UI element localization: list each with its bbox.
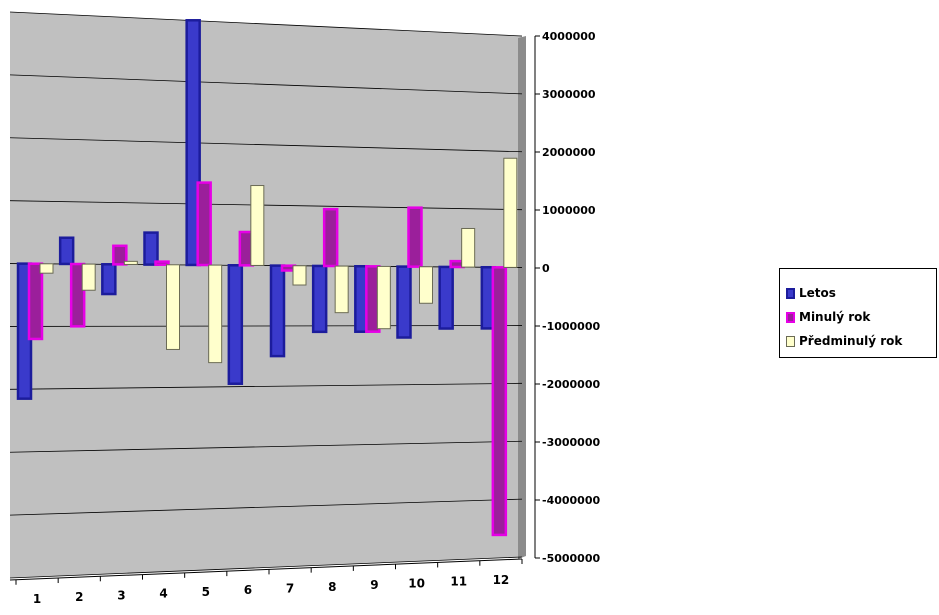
y-tick-label: 3000000: [542, 88, 596, 101]
gridline: [9, 382, 523, 390]
bar-predminuly-rok-6: [250, 185, 265, 266]
bars: [16, 19, 518, 537]
gridline: [9, 325, 523, 327]
legend-label-letos: Letos: [799, 286, 836, 300]
y-tick-label: 1000000: [542, 204, 596, 217]
x-axis-line: [9, 558, 523, 581]
bar-letos-10: [396, 265, 412, 339]
gridlines: [9, 11, 523, 579]
legend-swatch-minuly-rok: [786, 311, 795, 323]
x-tick-label: 3: [117, 588, 125, 602]
bar-predminuly-rok-12: [503, 157, 518, 268]
x-tick-label: 5: [202, 585, 210, 599]
legend-label-minuly-rok: Minulý rok: [799, 310, 871, 324]
gridline: [9, 137, 523, 153]
bar-letos-2: [58, 236, 75, 266]
legend-swatch-letos: [786, 287, 795, 299]
y-tick-label: 0: [542, 262, 550, 275]
bar-predminuly-rok-1: [39, 263, 54, 274]
bar-minuly-rok-3: [112, 244, 128, 266]
gridline: [9, 440, 523, 453]
bar-predminuly-rok-5: [208, 264, 223, 364]
x-tick-label: 7: [286, 582, 294, 596]
x-tick-label: 11: [450, 575, 467, 589]
x-tick-label: 2: [75, 590, 83, 604]
legend-swatch-predminuly-rok: [786, 335, 795, 347]
x-tick-label: 8: [328, 580, 336, 594]
bar-minuly-rok-1: [27, 262, 44, 341]
bar-predminuly-rok-8: [334, 265, 349, 314]
x-tick-label: 9: [370, 578, 378, 592]
bar-letos-6: [227, 264, 244, 385]
y-tick-label: 4000000: [542, 30, 596, 43]
bar-minuly-rok-5: [196, 181, 212, 267]
bar-letos-11: [438, 265, 454, 330]
legend-label-predminuly-rok: Předminulý rok: [799, 334, 903, 348]
bar-minuly-rok-12: [491, 266, 508, 537]
legend-item-letos: Letos: [786, 281, 936, 305]
bar-predminuly-rok-9: [376, 265, 391, 330]
x-tick-label: 12: [493, 573, 510, 587]
y-tick-label: -3000000: [542, 436, 600, 449]
plot-background: [10, 12, 522, 578]
gridline: [9, 556, 523, 579]
x-axis-ticks: 1 2 3 4 5 6 7 8 9 10 11 12: [15, 559, 523, 606]
y-tick-label: -5000000: [542, 552, 600, 565]
gridline: [9, 498, 523, 516]
y-tick-label: -4000000: [542, 494, 600, 507]
x-tick-label: 10: [408, 576, 425, 590]
bar-letos-4: [143, 231, 159, 266]
legend-item-predminuly-rok: Předminulý rok: [786, 329, 936, 353]
x-tick-label: 4: [159, 587, 167, 601]
x-tick-label: 6: [244, 583, 252, 597]
side-wall: [518, 36, 526, 559]
bar-predminuly-rok-7: [292, 265, 307, 286]
bar-predminuly-rok-2: [81, 263, 96, 291]
bar-predminuly-rok-3: [123, 260, 138, 265]
gridline: [9, 200, 523, 211]
gridline: [9, 74, 523, 95]
bar-minuly-rok-8: [322, 207, 339, 268]
bar-minuly-rok-2: [69, 262, 86, 328]
bar-minuly-rok-4: [154, 260, 170, 266]
bar-predminuly-rok-11: [461, 227, 476, 268]
y-tick-label: 2000000: [542, 146, 596, 159]
bar-predminuly-rok-4: [166, 264, 180, 350]
legend-item-minuly-rok: Minulý rok: [786, 305, 936, 329]
y-tick-label: -1000000: [542, 320, 600, 333]
bar-minuly-rok-10: [407, 206, 423, 268]
x-tick-label: 1: [33, 592, 41, 606]
gridline: [9, 11, 523, 37]
legend: Letos Minulý rok Předminulý rok: [779, 268, 937, 358]
bar-predminuly-rok-10: [419, 266, 433, 304]
y-tick-label: -2000000: [542, 378, 600, 391]
bar-letos-8: [311, 264, 328, 334]
bar-letos-3: [101, 263, 117, 296]
y-axis-ticks: 4000000 3000000 2000000 1000000 0 -1000000 -20…: [535, 30, 600, 565]
bar-letos-7: [269, 264, 286, 358]
